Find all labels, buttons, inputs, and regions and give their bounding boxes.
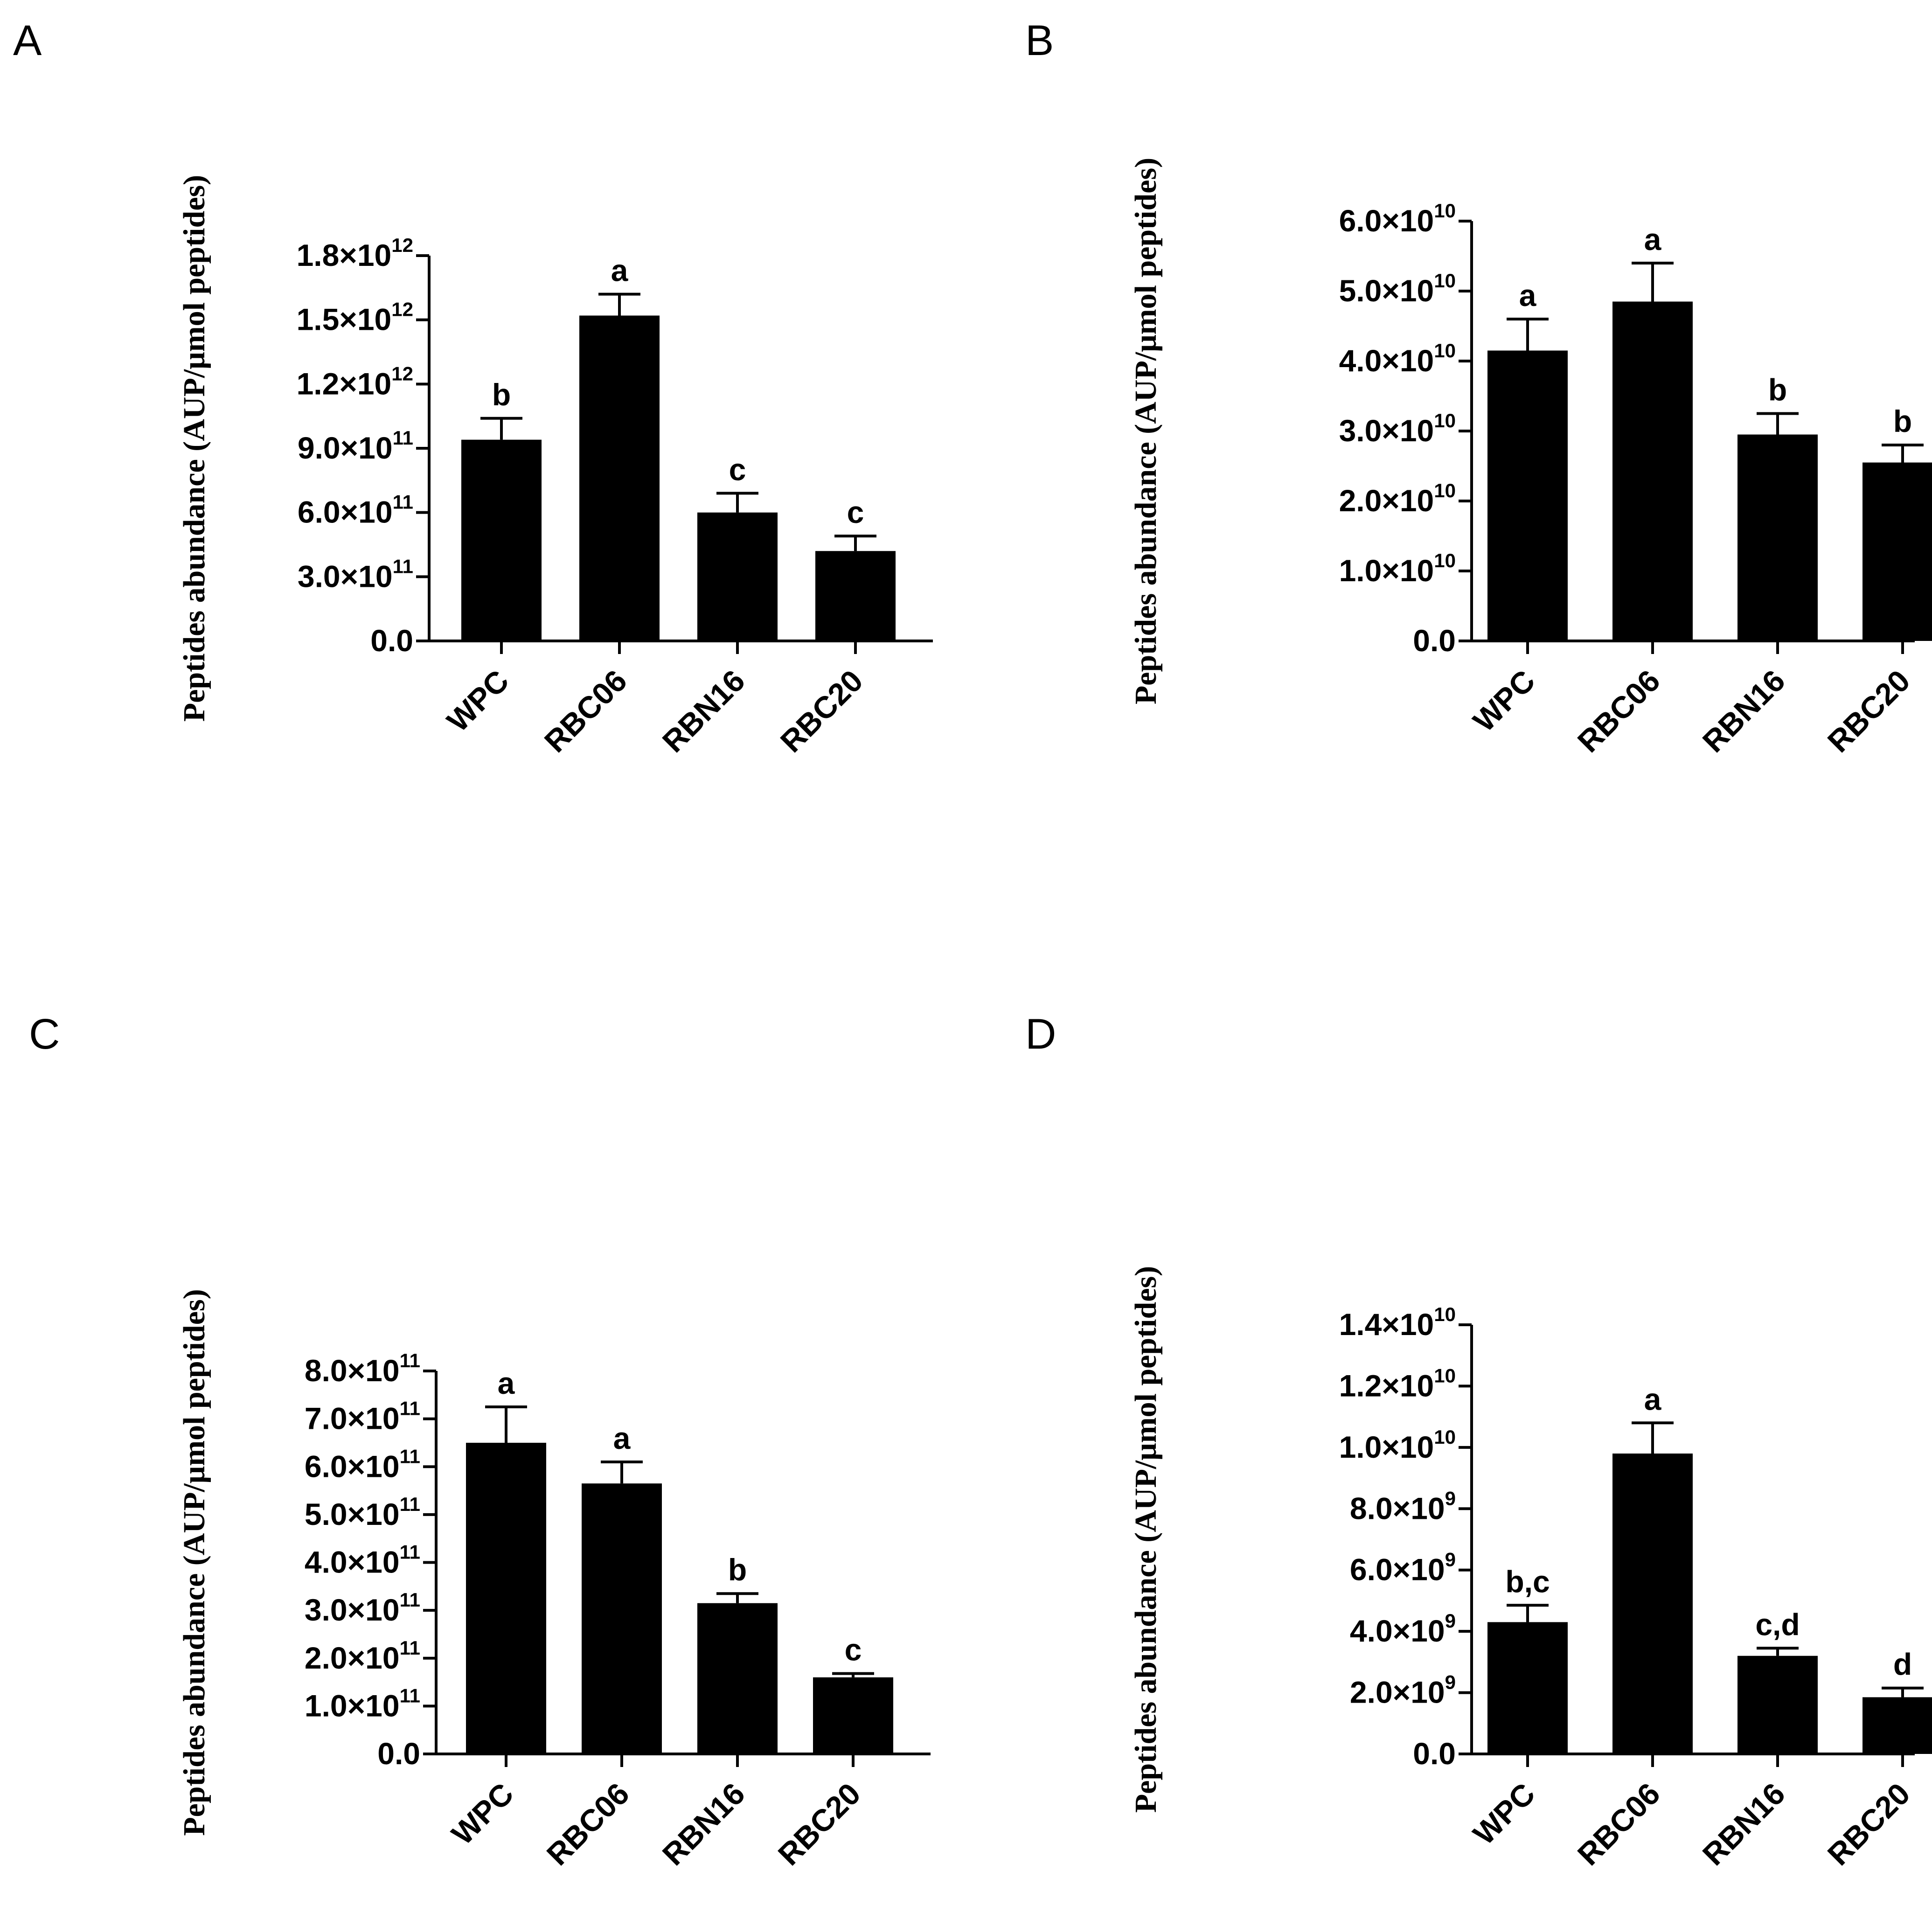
y-tick-label: 8.0×109 [1350, 1487, 1456, 1525]
significance-label: b [1768, 373, 1787, 407]
significance-label: a [1644, 222, 1662, 257]
y-tick-label: 4.0×1011 [305, 1541, 420, 1579]
bar-rbc20 [1863, 1697, 1932, 1754]
bar-rbc20 [815, 551, 896, 641]
y-tick-label: 1.2×1010 [1339, 1364, 1456, 1403]
y-tick-label: 6.0×1010 [1339, 200, 1456, 238]
y-tick-label: 6.0×1011 [305, 1445, 420, 1483]
y-tick-label: 3.0×1011 [305, 1589, 420, 1627]
significance-label: a [1519, 278, 1537, 313]
y-tick-label: 0.0 [370, 623, 413, 658]
y-tick-label: 6.0×109 [1350, 1549, 1456, 1587]
significance-label: d [1893, 1647, 1912, 1682]
y-tick-label: 0.0 [1413, 623, 1456, 658]
y-tick-label: 1.0×1010 [1339, 550, 1456, 588]
y-tick-label: 3.0×1010 [1339, 410, 1456, 448]
significance-label: c [845, 1633, 862, 1667]
bar-wpc [1487, 1622, 1568, 1754]
bar-rbc06 [1612, 1454, 1693, 1754]
y-axis-label: Peptides abundance (AUP/μmol peptides) [177, 175, 211, 722]
panel-letter: C [29, 1010, 60, 1058]
significance-label: c,d [1755, 1607, 1800, 1642]
chart-panel-d: D Peptides abundance (AUP/μmol peptides) 0… [1025, 1010, 1932, 1872]
panel-letter: A [13, 17, 42, 64]
bar-rbn16 [1737, 1656, 1818, 1754]
panel-letter: D [1025, 1010, 1056, 1058]
significance-label: c [729, 452, 746, 487]
significance-label: c [847, 495, 864, 529]
bar-rbn16 [697, 1603, 778, 1754]
y-tick-label: 1.8×1012 [297, 234, 413, 272]
y-tick-label: 1.5×1012 [297, 299, 413, 337]
y-tick-label: 7.0×1011 [305, 1398, 420, 1436]
panel-letter: B [1025, 17, 1054, 64]
bar-rbc06 [579, 315, 660, 641]
bar-wpc [466, 1442, 546, 1754]
chart-panel-b: B Peptides abundance (AUP/μmol peptides) 0… [1025, 17, 1932, 759]
y-tick-label: 5.0×1010 [1339, 270, 1456, 308]
y-tick-label: 2.0×109 [1350, 1671, 1456, 1710]
bar-rbn16 [1737, 434, 1818, 641]
significance-label: b,c [1505, 1564, 1550, 1599]
significance-label: a [498, 1366, 515, 1400]
y-tick-label: 1.2×1012 [297, 362, 413, 401]
bar-rbc20 [813, 1677, 893, 1754]
y-tick-label: 1.0×1011 [305, 1684, 420, 1723]
y-tick-label: 0.0 [377, 1736, 420, 1771]
y-tick-label: 2.0×1011 [305, 1637, 420, 1675]
bar-rbc20 [1863, 462, 1932, 641]
y-tick-label: 8.0×1011 [305, 1350, 420, 1388]
significance-label: a [613, 1421, 631, 1455]
y-tick-label: 5.0×1011 [305, 1493, 420, 1531]
y-tick-label: 4.0×1010 [1339, 340, 1456, 378]
y-tick-label: 0.0 [1413, 1736, 1456, 1771]
y-axis-label: Peptides abundance (AUP/μmol peptides) [177, 1289, 211, 1836]
significance-label: a [611, 253, 629, 288]
y-tick-label: 3.0×1011 [298, 555, 413, 593]
y-tick-label: 2.0×1010 [1339, 480, 1456, 518]
y-axis-label: Peptides abundance (AUP/μmol peptides) [1129, 158, 1163, 704]
bar-rbc06 [582, 1483, 662, 1754]
bar-rbc06 [1612, 301, 1693, 641]
y-axis-label: Peptides abundance (AUP/μmol peptides) [1129, 1266, 1163, 1813]
bar-wpc [1487, 350, 1568, 641]
y-tick-label: 9.0×1011 [298, 427, 413, 465]
bar-rbn16 [697, 512, 778, 641]
significance-label: a [1644, 1382, 1662, 1416]
significance-label: b [728, 1552, 747, 1587]
significance-label: b [1893, 404, 1912, 438]
y-tick-label: 1.0×1010 [1339, 1426, 1456, 1464]
y-tick-label: 4.0×109 [1350, 1610, 1456, 1648]
significance-label: b [492, 377, 511, 412]
y-tick-label: 1.4×1010 [1339, 1303, 1456, 1342]
bar-wpc [461, 439, 542, 641]
y-tick-label: 6.0×1011 [298, 491, 413, 529]
